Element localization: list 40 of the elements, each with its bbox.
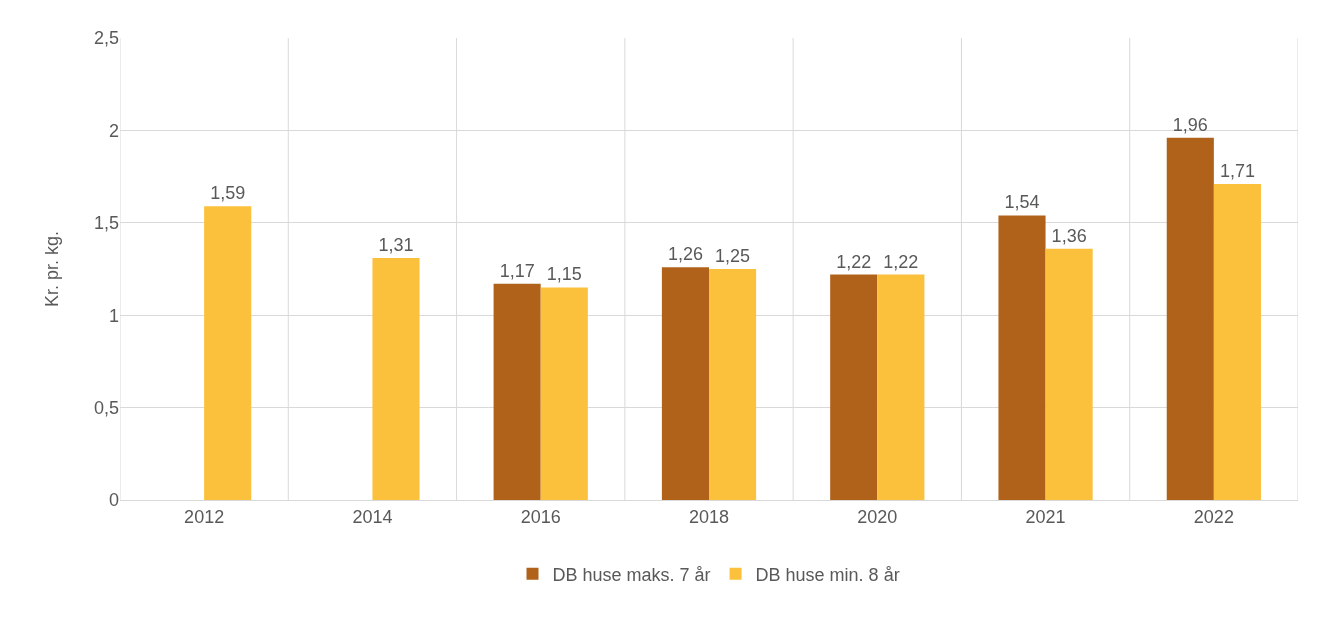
bar [493,283,541,500]
data-label: 1,26 [667,244,703,265]
x-tick-label: 2021 [1025,506,1066,527]
data-label: 1,59 [210,183,246,204]
bar [540,287,588,500]
y-tick-label: 0 [108,490,119,511]
y-axis-title: Kr. pr. kg. [42,230,63,308]
x-tick-label: 2020 [857,506,898,527]
y-tick-label: 1,5 [93,213,119,234]
data-label: 1,22 [883,251,919,272]
bar [709,269,757,500]
x-tick-label: 2018 [688,506,730,527]
bar [372,257,420,500]
y-tick-label: 2 [108,120,119,141]
data-label: 1,36 [1051,225,1087,246]
bar [204,206,252,500]
x-tick-label: 2016 [520,506,561,527]
bar [877,274,925,500]
data-label: 1,54 [1004,192,1040,213]
legend-label: DB huse min. 8 år [755,564,900,585]
data-label: 1,15 [546,264,582,285]
bar [1166,137,1214,500]
data-label: 1,17 [499,260,535,281]
bar [1045,248,1093,500]
legend-label: DB huse maks. 7 år [552,564,711,585]
data-label: 1,71 [1219,160,1255,181]
bar [830,274,878,500]
bar [998,215,1046,500]
data-label: 1,25 [715,246,751,266]
x-tick-label: 2014 [352,506,393,527]
y-tick-label: 1 [108,305,119,326]
x-tick-label: 2022 [1193,506,1234,527]
bar [1213,183,1261,500]
x-tick-label: 2012 [184,506,225,527]
bar [661,267,709,500]
data-label: 1,96 [1172,114,1208,135]
y-tick-label: 2,5 [93,28,119,49]
y-tick-label: 0,5 [93,397,119,418]
data-label: 1,22 [836,251,872,272]
data-label: 1,31 [378,234,414,255]
